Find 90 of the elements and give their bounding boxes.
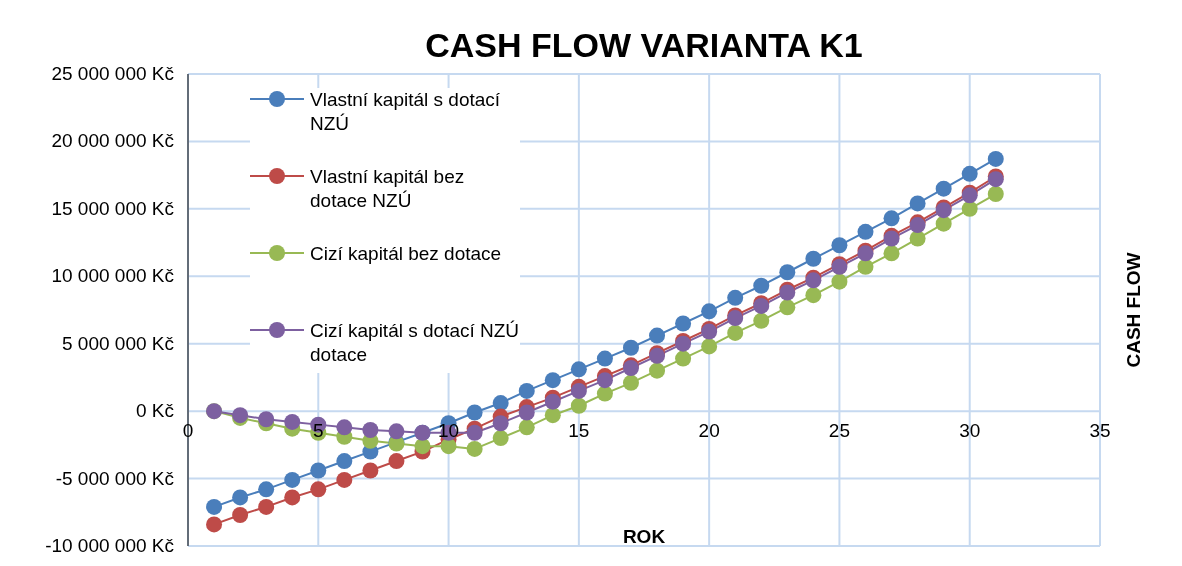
point	[805, 250, 822, 267]
point	[753, 277, 770, 294]
x-tick-label: 20	[698, 420, 720, 442]
point	[544, 407, 561, 424]
point	[596, 350, 613, 367]
point	[518, 382, 535, 399]
point	[961, 165, 978, 182]
y-tick-label: 0 Kč	[135, 400, 174, 422]
point	[284, 413, 301, 430]
point	[727, 289, 744, 306]
y-tick-label: 15 000 000 Kč	[51, 197, 174, 219]
x-tick-label: 10	[438, 420, 460, 442]
x-tick-label: 35	[1089, 420, 1111, 442]
point	[909, 195, 926, 212]
point	[675, 350, 692, 367]
point	[232, 506, 249, 523]
point	[518, 419, 535, 436]
point	[284, 471, 301, 488]
point	[258, 411, 275, 428]
point	[362, 462, 379, 479]
point	[675, 315, 692, 332]
point	[336, 453, 353, 470]
point	[544, 372, 561, 389]
point	[440, 438, 457, 455]
point	[570, 361, 587, 378]
point	[779, 264, 796, 281]
point	[857, 258, 874, 275]
y-tick-label: 5 000 000 Kč	[62, 332, 174, 354]
point	[258, 498, 275, 515]
point	[987, 150, 1004, 167]
y-tick-label: -5 000 000 Kč	[55, 467, 174, 489]
y-tick-label: -10 000 000 Kč	[45, 535, 174, 556]
point	[232, 489, 249, 506]
point	[258, 481, 275, 498]
point	[414, 438, 431, 455]
point	[831, 237, 848, 254]
point	[727, 324, 744, 341]
point	[596, 385, 613, 402]
point	[570, 397, 587, 414]
point	[883, 210, 900, 227]
y-tick-label: 25 000 000 Kč	[51, 63, 174, 84]
point	[831, 273, 848, 290]
point	[492, 430, 509, 447]
point	[544, 393, 561, 410]
point	[805, 287, 822, 304]
legend-label: Cizí kapitál s dotací NZÚ dotace	[310, 319, 520, 367]
point	[622, 374, 639, 391]
point	[492, 415, 509, 432]
point	[518, 404, 535, 421]
point	[883, 245, 900, 262]
point	[961, 200, 978, 217]
x-tick-label: 25	[828, 420, 850, 442]
point	[596, 372, 613, 389]
x-tick-label: 15	[568, 420, 590, 442]
point	[649, 362, 666, 379]
chart-title: CASH FLOW VARIANTA K1	[424, 26, 864, 65]
x-tick-label: 30	[959, 420, 981, 442]
x-axis-title: ROK	[621, 526, 667, 548]
legend-label: Vlastní kapitál s dotací NZÚ	[310, 88, 502, 136]
point	[753, 312, 770, 329]
point	[388, 423, 405, 440]
point	[935, 215, 952, 232]
legend-label: Cizí kapitál bez dotace	[310, 242, 502, 266]
y-tick-label: 10 000 000 Kč	[51, 265, 174, 287]
point	[336, 471, 353, 488]
point	[701, 303, 718, 320]
point	[388, 453, 405, 470]
point	[310, 462, 327, 479]
point	[701, 338, 718, 355]
point	[310, 481, 327, 498]
point	[935, 180, 952, 197]
point	[779, 299, 796, 316]
point	[987, 186, 1004, 203]
point	[466, 440, 483, 457]
point	[622, 339, 639, 356]
point	[466, 424, 483, 441]
y-tick-label: 20 000 000 Kč	[51, 130, 174, 152]
point	[857, 223, 874, 240]
point	[466, 404, 483, 421]
point	[570, 382, 587, 399]
point	[336, 419, 353, 436]
point	[206, 498, 223, 515]
point	[909, 230, 926, 247]
y-axis-title: CASH FLOW	[1123, 252, 1145, 368]
point	[362, 422, 379, 439]
point	[284, 489, 301, 506]
point	[649, 327, 666, 344]
legend-label: Vlastní kapitál bez dotace NZÚ	[310, 165, 466, 213]
point	[492, 395, 509, 412]
point	[206, 516, 223, 533]
